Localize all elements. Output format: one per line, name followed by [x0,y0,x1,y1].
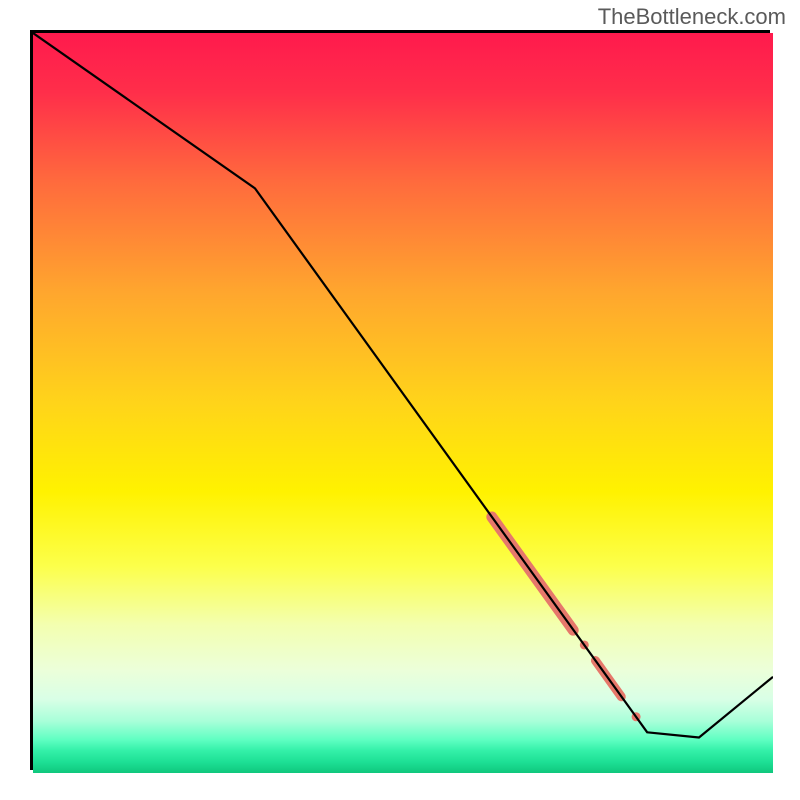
watermark-text: TheBottleneck.com [598,4,786,30]
main-curve [33,33,773,737]
chart-plot-area [30,30,770,770]
chart-line-layer [33,33,773,773]
